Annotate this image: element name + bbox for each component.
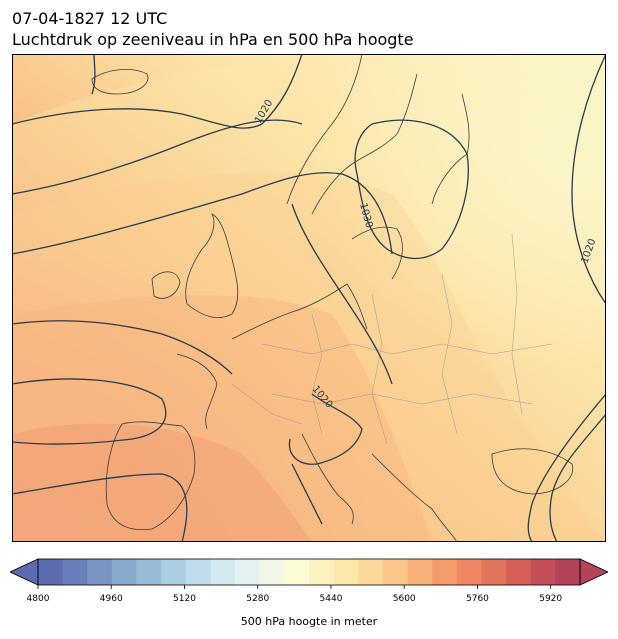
colorbar-cell <box>309 559 335 585</box>
colorbar-tick-label: 4960 <box>100 594 123 604</box>
colorbar-high-extend <box>579 558 608 586</box>
colorbar-cell <box>210 559 236 585</box>
colorbar-cell <box>38 559 64 585</box>
colorbar-cell <box>333 559 359 585</box>
colorbar-tick-label: 5760 <box>466 594 489 604</box>
forecast-datetime: 07-04-1827 12 UTC <box>12 9 168 28</box>
colorbar-cells <box>38 559 581 585</box>
colorbar-cell <box>456 559 482 585</box>
colorbar-cell <box>62 559 88 585</box>
colorbar-cell <box>235 559 261 585</box>
colorbar-cell <box>87 559 113 585</box>
colorbar-tick-label: 5600 <box>393 594 416 604</box>
colorbar-tick-label: 4800 <box>27 594 50 604</box>
colorbar-label: 500 hPa hoogte in meter <box>241 615 378 627</box>
colorbar-tick-label: 5280 <box>246 594 269 604</box>
colorbar: 4800 4960 5120 5280 5440 5600 5760 5920 500 hPa… <box>10 558 608 627</box>
colorbar-cell <box>555 559 581 585</box>
colorbar-cell <box>432 559 458 585</box>
colorbar-tick-label: 5920 <box>539 594 562 604</box>
colorbar-cell <box>161 559 187 585</box>
colorbar-cell <box>358 559 384 585</box>
colorbar-low-extend <box>10 558 39 586</box>
colorbar-tick-label: 5120 <box>173 594 196 604</box>
colorbar-cell <box>185 559 211 585</box>
colorbar-tick-label: 5440 <box>320 594 343 604</box>
map-title: Luchtdruk op zeeniveau in hPa en 500 hPa… <box>12 30 414 49</box>
colorbar-cell <box>407 559 433 585</box>
colorbar-cell <box>530 559 556 585</box>
colorbar-cell <box>136 559 162 585</box>
colorbar-cell <box>382 559 409 585</box>
colorbar-cell <box>111 559 138 585</box>
colorbar-cell <box>284 559 310 585</box>
colorbar-cell <box>481 559 507 585</box>
colorbar-cell <box>506 559 532 585</box>
isobars <box>12 54 606 542</box>
colorbar-cell <box>259 559 285 585</box>
weather-map: 1020 1030 1020 1020 <box>12 54 606 542</box>
